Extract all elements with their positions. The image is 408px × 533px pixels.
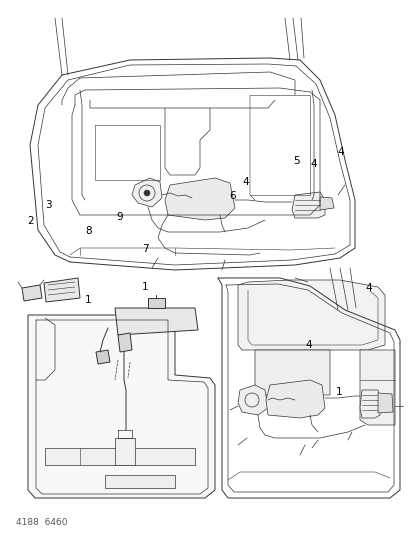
Polygon shape xyxy=(266,380,325,418)
Polygon shape xyxy=(22,285,42,301)
Polygon shape xyxy=(118,333,132,352)
Text: 9: 9 xyxy=(116,212,123,222)
Polygon shape xyxy=(45,448,195,465)
Polygon shape xyxy=(96,350,110,364)
Circle shape xyxy=(144,190,150,196)
Polygon shape xyxy=(148,298,165,308)
Text: 4: 4 xyxy=(337,147,344,157)
Polygon shape xyxy=(28,315,215,498)
Polygon shape xyxy=(115,438,135,465)
Polygon shape xyxy=(105,475,175,488)
Polygon shape xyxy=(360,350,395,425)
Text: 4: 4 xyxy=(242,177,249,187)
Text: 4: 4 xyxy=(311,159,317,169)
Text: 7: 7 xyxy=(142,245,149,254)
Text: 4: 4 xyxy=(366,283,373,293)
Text: 4188  6460: 4188 6460 xyxy=(16,518,68,527)
Polygon shape xyxy=(360,390,380,418)
Polygon shape xyxy=(238,385,268,415)
Text: 2: 2 xyxy=(27,216,34,226)
Text: 1: 1 xyxy=(335,387,342,397)
Polygon shape xyxy=(378,393,393,413)
Polygon shape xyxy=(320,197,334,210)
Text: 6: 6 xyxy=(229,191,236,201)
Text: 5: 5 xyxy=(293,157,299,166)
Polygon shape xyxy=(255,350,330,395)
Text: 4: 4 xyxy=(306,341,312,350)
Polygon shape xyxy=(238,280,385,350)
Polygon shape xyxy=(292,192,325,218)
Polygon shape xyxy=(115,308,198,335)
Polygon shape xyxy=(132,178,162,207)
Text: 8: 8 xyxy=(86,227,92,236)
Text: 1: 1 xyxy=(84,295,91,304)
Text: 1: 1 xyxy=(142,282,148,292)
Polygon shape xyxy=(165,178,235,220)
Text: 3: 3 xyxy=(46,200,52,210)
Polygon shape xyxy=(44,278,80,302)
